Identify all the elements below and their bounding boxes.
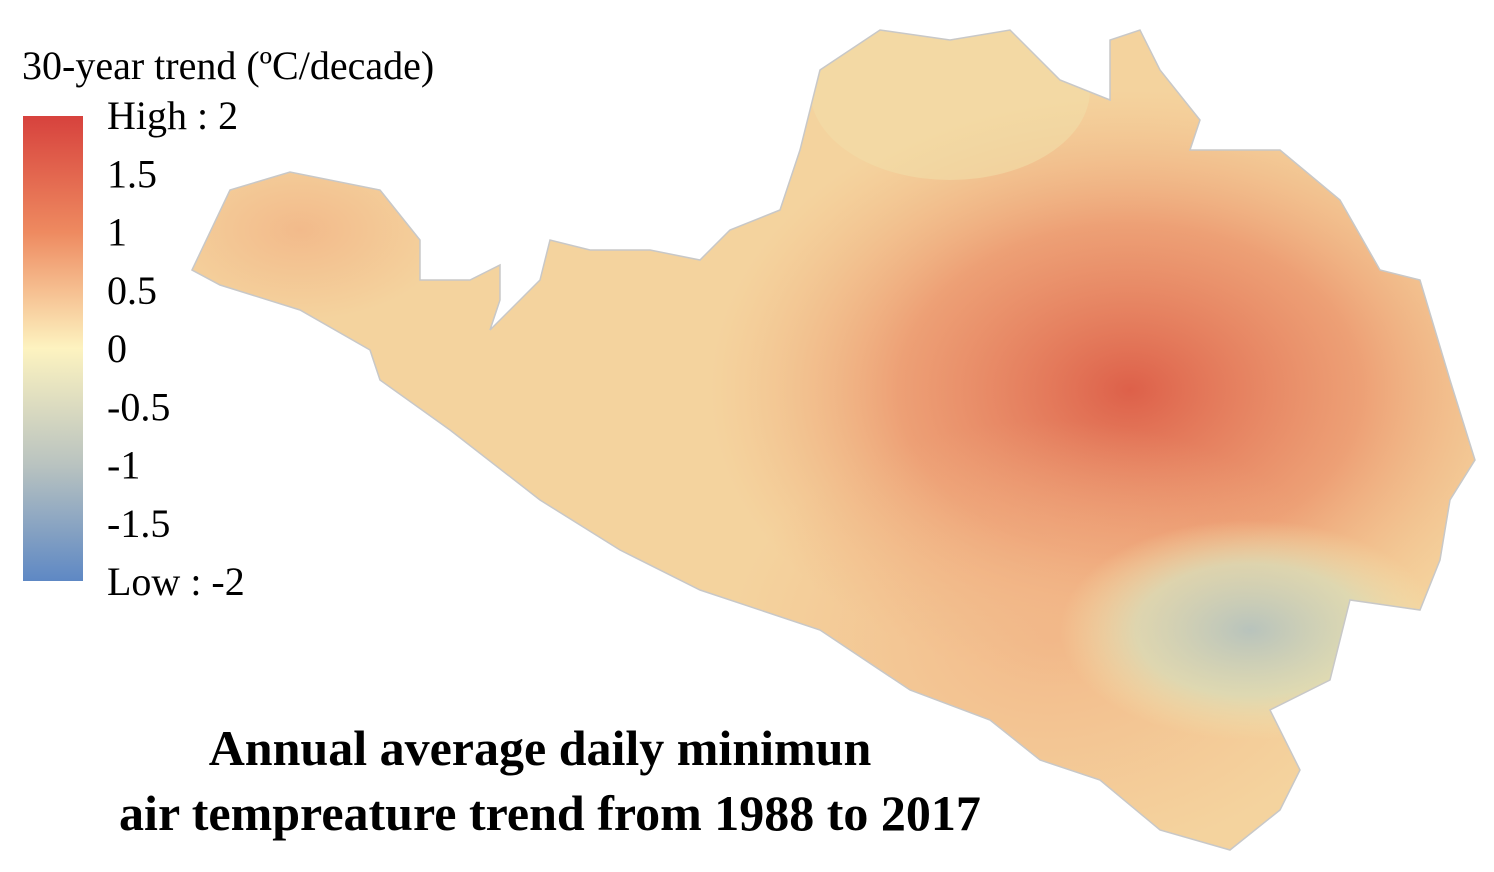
legend-label: Low : -2 xyxy=(107,559,245,604)
color-bar xyxy=(23,116,83,581)
legend-label: -1.5 xyxy=(107,501,170,546)
legend-label: High : 2 xyxy=(107,93,238,138)
map-title: Annual average daily minimun xyxy=(209,720,872,776)
legend-label: 0.5 xyxy=(107,268,157,313)
legend-title: 30-year trend (ºC/decade) xyxy=(22,43,434,88)
map-title: air tempreature trend from 1988 to 2017 xyxy=(119,785,981,841)
legend-label: -0.5 xyxy=(107,384,170,429)
legend-label: 1 xyxy=(107,210,127,255)
legend-label: -1 xyxy=(107,443,140,488)
legend-label: 1.5 xyxy=(107,151,157,196)
legend: 30-year trend (ºC/decade) High : 2 1.5 1 0.… xyxy=(22,43,434,604)
legend-label: 0 xyxy=(107,326,127,371)
